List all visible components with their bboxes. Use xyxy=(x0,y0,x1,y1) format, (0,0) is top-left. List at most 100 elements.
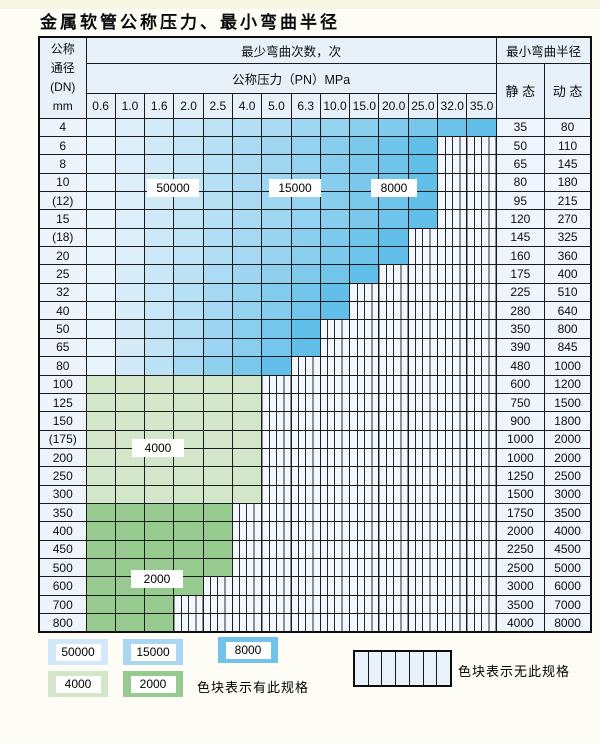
table-row: 500 2500 5000 xyxy=(38,558,592,578)
no-spec-cell xyxy=(231,558,263,578)
spec-cell xyxy=(85,374,116,394)
no-spec-cell xyxy=(466,264,497,284)
spec-cell xyxy=(261,264,292,284)
no-spec-cell xyxy=(378,319,409,339)
no-spec-cell xyxy=(437,172,468,192)
no-spec-cell xyxy=(231,576,263,596)
no-spec-cell xyxy=(231,613,263,633)
no-spec-cell xyxy=(437,447,468,468)
dynamic-radius-cell: 360 xyxy=(543,246,592,266)
pressure-values-row: 0.6 1.0 1.6 2.0 2.5 4.0 5.0 6.3 10.0 15.0 20.0 25.0… xyxy=(39,92,591,119)
dynamic-radius-cell: 325 xyxy=(543,227,592,248)
no-spec-cell xyxy=(466,319,497,339)
spec-cell xyxy=(202,319,233,339)
spec-cell xyxy=(85,209,116,229)
dynamic-radius-cell: 4000 xyxy=(543,521,592,541)
spec-cell xyxy=(114,172,146,192)
spec-cell xyxy=(114,613,146,633)
pressure-col-header: 20.0 xyxy=(378,92,409,119)
spec-cell xyxy=(114,521,146,541)
no-spec-cell xyxy=(378,576,409,596)
dn-cell: 300 xyxy=(38,484,87,505)
no-spec-cell xyxy=(319,429,351,449)
hatch-cell xyxy=(355,652,369,685)
spec-cell xyxy=(231,190,263,211)
no-spec-cell xyxy=(319,466,351,486)
spec-cell xyxy=(378,117,409,137)
spec-cell xyxy=(144,246,175,266)
spec-cell xyxy=(144,117,175,137)
static-radius-cell: 1250 xyxy=(495,466,545,486)
spec-cell xyxy=(202,154,233,174)
pressure-col-header: 5.0 xyxy=(261,92,292,119)
no-spec-cell xyxy=(407,447,439,468)
dn-cell: 400 xyxy=(38,521,87,541)
dn-cell: 600 xyxy=(38,576,87,596)
spec-cell xyxy=(85,301,116,321)
spec-cell xyxy=(202,521,233,541)
no-spec-cell xyxy=(349,503,380,523)
spec-cell xyxy=(202,447,233,468)
no-spec-cell xyxy=(437,576,468,596)
spec-cell xyxy=(261,301,292,321)
dn-cell: 100 xyxy=(38,374,87,394)
spec-cell xyxy=(173,392,204,413)
dn-column-header: 公称 通径 (DN) mm xyxy=(38,36,87,119)
no-spec-cell xyxy=(202,576,233,596)
dynamic-radius-cell: 400 xyxy=(543,264,592,284)
static-radius-cell: 145 xyxy=(495,227,545,248)
spec-cell xyxy=(202,539,233,560)
no-spec-cell xyxy=(437,356,468,376)
spec-cell xyxy=(290,337,321,358)
hatch-cell xyxy=(396,652,410,685)
no-spec-cell xyxy=(466,392,497,413)
static-radius-cell: 160 xyxy=(495,246,545,266)
hatch-cell xyxy=(382,652,397,685)
pressure-col-header: 6.3 xyxy=(290,92,321,119)
no-spec-cell xyxy=(319,576,351,596)
dynamic-radius-cell: 640 xyxy=(543,301,592,321)
table-row: 350 1750 3500 xyxy=(38,503,592,523)
spec-cell xyxy=(173,264,204,284)
pressure-header: 公称压力（PN）MPa xyxy=(85,62,497,94)
spec-cell xyxy=(144,539,175,560)
spec-cell xyxy=(144,301,175,321)
spec-cell xyxy=(144,356,175,376)
spec-cell xyxy=(85,190,116,211)
no-spec-cell xyxy=(437,301,468,321)
spec-cell xyxy=(173,503,204,523)
spec-cell xyxy=(231,209,263,229)
no-spec-cell xyxy=(231,521,263,541)
dn-cell: 40 xyxy=(38,301,87,321)
dynamic-radius-cell: 4500 xyxy=(543,539,592,560)
legend-swatch-15000: 15000 xyxy=(123,639,183,665)
spec-cell xyxy=(290,246,321,266)
dynamic-radius-cell: 510 xyxy=(543,282,592,303)
dynamic-radius-cell: 145 xyxy=(543,154,592,174)
pressure-col-header: 2.5 xyxy=(202,92,233,119)
no-spec-cell xyxy=(437,613,468,633)
spec-cell xyxy=(202,392,233,413)
hatch-cell xyxy=(368,652,383,685)
no-spec-cell xyxy=(378,466,409,486)
table-row: (175) 1000 2000 xyxy=(38,429,592,449)
legend-swatch-label: 2000 xyxy=(130,675,176,693)
no-spec-cell xyxy=(378,264,409,284)
hatch-cell xyxy=(409,652,424,685)
static-radius-cell: 750 xyxy=(495,392,545,413)
static-radius-cell: 225 xyxy=(495,282,545,303)
spec-cell xyxy=(114,264,146,284)
spec-cell xyxy=(144,282,175,303)
static-radius-cell: 120 xyxy=(495,209,545,229)
dn-cell: 15 xyxy=(38,209,87,229)
no-spec-cell xyxy=(290,576,321,596)
spec-cell xyxy=(173,337,204,358)
no-spec-cell xyxy=(466,154,497,174)
spec-cell xyxy=(231,172,263,192)
spec-cell xyxy=(85,319,116,339)
spec-cell xyxy=(114,337,146,358)
spec-cell xyxy=(114,154,146,174)
no-spec-cell xyxy=(349,484,380,505)
spec-cell xyxy=(144,594,175,615)
spec-cell xyxy=(231,264,263,284)
